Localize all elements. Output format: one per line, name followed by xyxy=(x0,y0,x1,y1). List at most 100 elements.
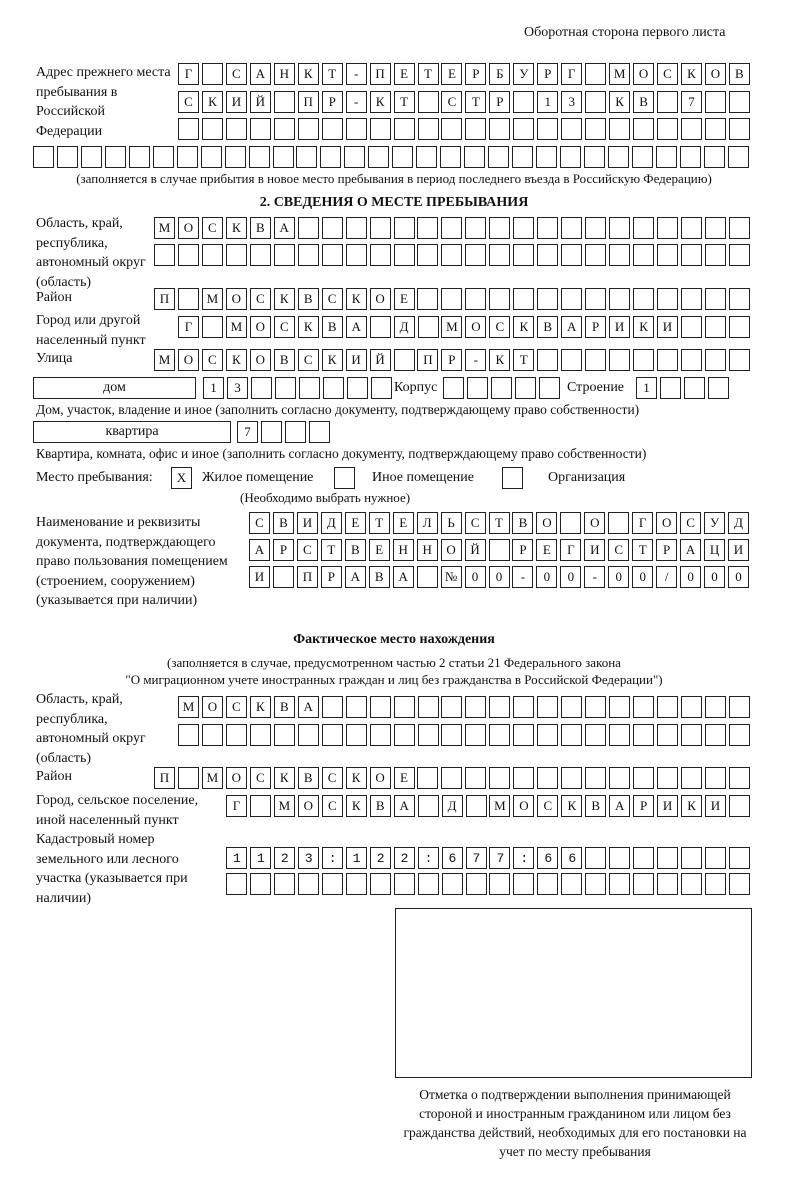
char-cell[interactable] xyxy=(489,118,511,140)
char-cell[interactable] xyxy=(585,349,607,371)
char-cell[interactable]: О xyxy=(656,512,678,534)
char-cell[interactable] xyxy=(226,873,247,895)
char-cell[interactable] xyxy=(585,696,607,718)
char-cell[interactable] xyxy=(393,873,415,895)
char-cell[interactable]: Е xyxy=(368,539,390,561)
char-cell[interactable]: - xyxy=(465,349,487,371)
char-cell[interactable]: М xyxy=(201,767,223,789)
char-cell[interactable]: М xyxy=(489,795,511,817)
char-cell[interactable] xyxy=(633,767,654,789)
char-cell[interactable] xyxy=(441,847,463,869)
char-cell[interactable]: В xyxy=(585,795,607,817)
char-cell[interactable] xyxy=(609,873,631,895)
char-cell[interactable]: К xyxy=(681,795,703,817)
char-cell[interactable]: С xyxy=(608,539,630,561)
char-cell[interactable] xyxy=(128,146,150,168)
char-cell[interactable] xyxy=(154,244,175,266)
char-cell[interactable]: Д xyxy=(728,512,749,534)
char-cell[interactable] xyxy=(513,244,535,266)
char-cell[interactable] xyxy=(680,724,702,746)
char-cell[interactable] xyxy=(633,873,655,895)
char-cell[interactable] xyxy=(728,795,750,817)
char-cell[interactable] xyxy=(728,316,750,338)
char-cell[interactable]: С xyxy=(321,795,343,817)
char-cell[interactable] xyxy=(703,146,725,168)
char-cell[interactable] xyxy=(417,316,439,338)
stay-option-organization-checkbox[interactable] xyxy=(502,467,523,489)
char-cell[interactable] xyxy=(609,244,631,266)
char-cell[interactable] xyxy=(441,118,463,140)
char-cell[interactable] xyxy=(248,146,270,168)
char-cell[interactable] xyxy=(514,377,536,399)
char-cell[interactable] xyxy=(466,377,488,399)
char-cell[interactable] xyxy=(583,146,605,168)
char-cell[interactable] xyxy=(561,724,583,746)
char-cell[interactable]: К xyxy=(345,767,367,789)
char-cell[interactable]: Р xyxy=(656,539,678,561)
char-cell[interactable] xyxy=(561,696,583,718)
char-cell[interactable] xyxy=(704,696,726,718)
char-cell[interactable] xyxy=(707,377,729,399)
char-cell[interactable] xyxy=(489,696,511,718)
char-cell[interactable] xyxy=(680,217,702,239)
char-cell[interactable]: 1 xyxy=(537,91,559,113)
char-cell[interactable] xyxy=(656,288,678,310)
char-cell[interactable] xyxy=(416,566,438,588)
char-cell[interactable] xyxy=(609,288,631,310)
char-cell[interactable]: К xyxy=(345,288,367,310)
char-cell[interactable]: Д xyxy=(441,795,463,817)
char-cell[interactable]: Д xyxy=(393,316,415,338)
char-cell[interactable] xyxy=(441,696,463,718)
char-cell[interactable] xyxy=(513,217,535,239)
char-cell[interactable] xyxy=(225,244,247,266)
char-cell[interactable]: 7 xyxy=(680,91,702,113)
char-cell[interactable]: Р xyxy=(272,539,294,561)
char-cell[interactable] xyxy=(345,118,367,140)
char-cell[interactable]: Р xyxy=(441,349,463,371)
char-cell[interactable] xyxy=(657,118,678,140)
char-cell[interactable]: Л xyxy=(416,512,438,534)
char-cell[interactable] xyxy=(681,847,703,869)
char-cell[interactable]: П xyxy=(296,566,318,588)
char-cell[interactable] xyxy=(345,873,367,895)
char-cell[interactable] xyxy=(417,244,439,266)
char-cell[interactable]: Й xyxy=(464,539,486,561)
char-cell[interactable] xyxy=(369,217,391,239)
char-cell[interactable]: К xyxy=(609,91,631,113)
char-cell[interactable]: К xyxy=(225,349,247,371)
char-cell[interactable] xyxy=(177,767,199,789)
char-cell[interactable] xyxy=(609,724,631,746)
char-cell[interactable] xyxy=(585,118,607,140)
char-cell[interactable]: А xyxy=(680,539,702,561)
char-cell[interactable] xyxy=(178,118,199,140)
char-cell[interactable] xyxy=(488,146,510,168)
char-cell[interactable]: О xyxy=(513,795,535,817)
char-cell[interactable] xyxy=(728,873,750,895)
char-cell[interactable] xyxy=(633,696,655,718)
char-cell[interactable]: В xyxy=(368,566,390,588)
char-cell[interactable]: А xyxy=(344,566,366,588)
char-cell[interactable]: А xyxy=(609,795,631,817)
char-cell[interactable]: А xyxy=(345,316,367,338)
char-cell[interactable] xyxy=(704,244,726,266)
char-cell[interactable] xyxy=(561,847,583,869)
char-cell[interactable] xyxy=(393,349,415,371)
char-cell[interactable]: 0 xyxy=(680,566,702,588)
char-cell[interactable] xyxy=(297,724,319,746)
char-cell[interactable]: К xyxy=(273,767,295,789)
char-cell[interactable]: О xyxy=(369,288,391,310)
char-cell[interactable] xyxy=(609,217,631,239)
char-cell[interactable] xyxy=(369,244,391,266)
char-cell[interactable] xyxy=(417,873,439,895)
char-cell[interactable] xyxy=(441,724,463,746)
char-cell[interactable] xyxy=(346,377,368,399)
char-cell[interactable]: О xyxy=(225,288,247,310)
char-cell[interactable]: Р xyxy=(633,795,655,817)
char-cell[interactable] xyxy=(250,377,272,399)
char-cell[interactable] xyxy=(417,696,439,718)
char-cell[interactable] xyxy=(345,847,367,869)
char-cell[interactable] xyxy=(704,288,726,310)
char-cell[interactable]: - xyxy=(584,566,606,588)
char-cell[interactable]: Г xyxy=(178,63,199,85)
char-cell[interactable]: А xyxy=(393,795,415,817)
